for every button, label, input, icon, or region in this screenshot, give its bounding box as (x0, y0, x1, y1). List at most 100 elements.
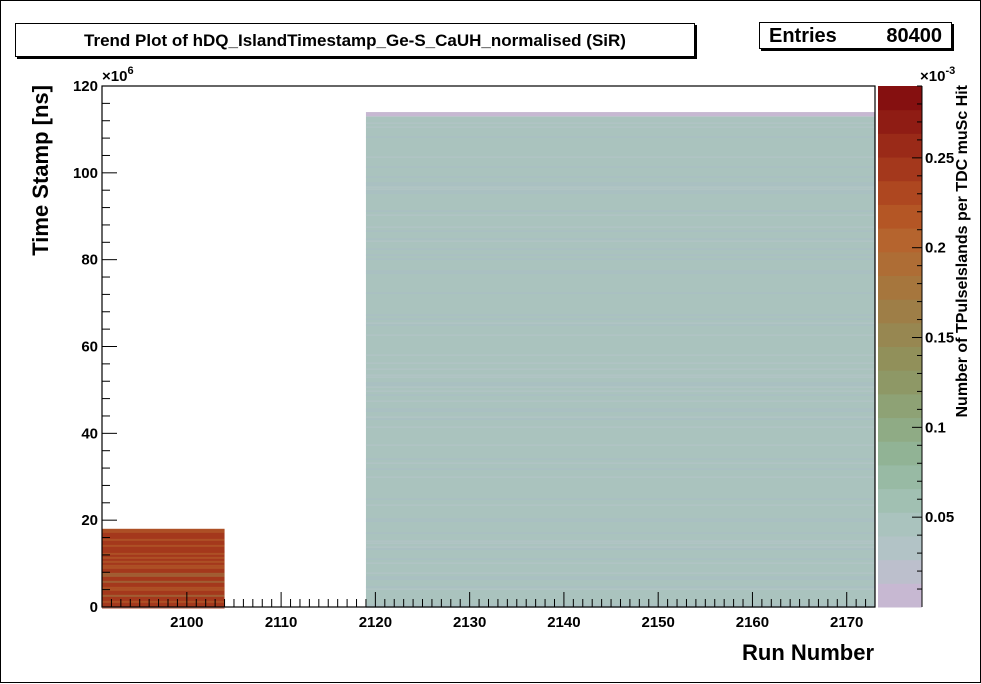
heatmap-stripe (365, 546, 875, 548)
heatmap-stripe (365, 192, 875, 194)
x-tick-label: 2150 (641, 614, 674, 631)
heatmap-stripe (365, 416, 875, 418)
heatmap-stripe (102, 542, 225, 545)
heatmap-stripe (365, 520, 875, 522)
y-tick-label: 60 (81, 339, 98, 356)
heatmap-stripe (365, 184, 875, 186)
y-tick-label: 120 (73, 78, 98, 95)
heatmap-stripe (365, 270, 875, 272)
heatmap-stripe (365, 408, 875, 410)
heatmap-stripe (102, 538, 225, 541)
y-tick-label: 20 (81, 512, 98, 529)
colorbar-segment (878, 512, 922, 537)
heatmap-stripe (365, 176, 875, 178)
heatmap-stripe (365, 166, 875, 168)
colorbar-segment (878, 299, 922, 324)
heatmap-stripe (102, 566, 225, 569)
heatmap-stripe (365, 126, 875, 128)
heatmap-stripe (365, 558, 875, 560)
x-tick-label: 2120 (359, 614, 392, 631)
heatmap-stripe (365, 362, 875, 364)
y-axis: 0 20 40 60 80 100 120 (73, 78, 117, 616)
heatmap-stripe (365, 532, 875, 534)
colorbar-segment (878, 204, 922, 229)
colorbar-segment (878, 275, 922, 300)
colorbar-segment (878, 370, 922, 395)
y-tick-label: 80 (81, 252, 98, 269)
heatmap-stripe (365, 322, 875, 324)
heatmap-stripe (365, 214, 875, 216)
y-tick-label: 40 (81, 425, 98, 442)
stats-entries-label: Entries (769, 25, 837, 47)
heatmap-stripe (102, 528, 225, 531)
heatmap-stripe (365, 230, 875, 232)
heatmap-stripe (102, 544, 225, 547)
heatmap-stripe (102, 600, 225, 603)
heatmap-stripe (365, 258, 875, 260)
colorbar-tick-label: 0.1 (925, 419, 946, 436)
heatmap-stripe (365, 548, 875, 550)
colorbar-segment (878, 228, 922, 253)
colorbar-tick-label: 0.2 (925, 240, 946, 257)
heatmap-stripe (365, 586, 875, 588)
colorbar-tick-label: 0.25 (925, 150, 954, 167)
heatmap-stripe (365, 122, 875, 124)
heatmap-region-1 (365, 116, 875, 608)
heatmap-stripe (365, 572, 875, 574)
heatmap-stripe (102, 556, 225, 559)
y-tick-label: 0 (90, 599, 98, 616)
heatmap-stripe (365, 382, 875, 384)
colorbar-segment (878, 559, 922, 584)
color-scale: 0.05 0.1 0.15 0.2 0.25 (878, 85, 954, 608)
colorbar-tick-label: 0.15 (925, 330, 954, 347)
colorbar-tick-label: 0.05 (925, 509, 954, 526)
heatmap-stripe (365, 334, 875, 336)
heatmap-stripe (365, 418, 875, 420)
heatmap-stripe (365, 426, 875, 428)
heatmap-stripe (365, 324, 875, 326)
stats-box: Entries 80400 (759, 22, 952, 49)
heatmap-stripe (365, 136, 875, 138)
heatmap-stripe (365, 190, 875, 192)
heatmap-stripe (365, 540, 875, 542)
heatmap-stripe (365, 354, 875, 356)
heatmap-stripe (365, 444, 875, 446)
heatmap-stripe (365, 476, 875, 478)
x-tick-label: 2130 (453, 614, 486, 631)
heatmap-stripe (102, 606, 225, 609)
heatmap-stripe (365, 562, 875, 564)
chart-title-box: Trend Plot of hDQ_IslandTimestamp_Ge-S_C… (15, 23, 695, 57)
x-axis-title: Run Number (742, 640, 874, 665)
colorbar-segment (878, 109, 922, 134)
x-tick-label: 2110 (265, 614, 298, 631)
heatmap-stripe (102, 564, 225, 567)
heatmap-stripe (102, 572, 225, 575)
heatmap-stripe (365, 504, 875, 506)
x-tick-label: 2100 (170, 614, 203, 631)
heatmap-cells (102, 112, 875, 609)
heatmap-stripe (102, 594, 225, 597)
heatmap-stripe (365, 588, 875, 590)
heatmap-stripe (365, 542, 875, 544)
heatmap-stripe (365, 384, 875, 386)
x-tick-label: 2160 (736, 614, 769, 631)
heatmap-stripe (365, 462, 875, 464)
heatmap-stripe (365, 226, 875, 228)
heatmap-stripe (365, 254, 875, 256)
y-axis-title: Time Stamp [ns] (28, 85, 53, 256)
heatmap-stripe (102, 550, 225, 553)
heatmap-stripe (365, 458, 875, 460)
colorbar-segment (878, 251, 922, 276)
colorbar-segment (878, 180, 922, 205)
z-axis-multiplier: ×10-3 (920, 65, 955, 85)
heatmap-stripe (365, 576, 875, 578)
heatmap-stripe (365, 578, 875, 580)
colorbar-segment (878, 86, 922, 111)
colorbar-segment (878, 417, 922, 442)
z-axis-title: Number of TPulseIslands per TDC muSc Hit (954, 84, 971, 417)
chart-title: Trend Plot of hDQ_IslandTimestamp_Ge-S_C… (84, 31, 626, 50)
heatmap-stripe (365, 368, 875, 370)
colorbar-segment (878, 464, 922, 490)
heatmap-stripe (365, 410, 875, 412)
heatmap-stripe (365, 188, 875, 190)
